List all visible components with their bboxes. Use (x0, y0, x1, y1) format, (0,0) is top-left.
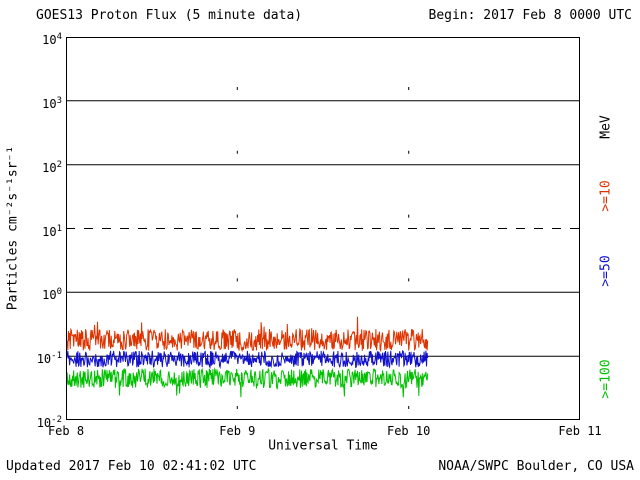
y-tick-label: 102 (42, 159, 62, 175)
begin-time-label: Begin: 2017 Feb 8 0000 UTC (428, 8, 633, 23)
y-tick-label: 10-2 (36, 415, 62, 430)
x-tick-label: Feb 9 (219, 424, 256, 438)
x-tick-label: Feb 11 (558, 424, 602, 438)
updated-timestamp: Updated 2017 Feb 10 02:41:02 UTC (6, 459, 257, 474)
right-label-100: >=100 (598, 359, 614, 399)
right-label-10: >=10 (598, 180, 614, 212)
plot-area (66, 37, 580, 420)
y-tick-label: 100 (42, 287, 62, 303)
y-tick-label: 10-1 (36, 351, 62, 367)
y-tick-label: 103 (42, 95, 62, 111)
chart-title: GOES13 Proton Flux (5 minute data) (36, 8, 303, 23)
y-tick-label: 101 (42, 223, 62, 239)
x-tick-label: Feb 10 (386, 424, 431, 438)
right-label-50: >=50 (598, 255, 614, 287)
y-tick-label: 104 (42, 32, 62, 47)
right-label-mev: MeV (598, 115, 614, 139)
source-credit: NOAA/SWPC Boulder, CO USA (438, 459, 634, 474)
x-tick-label: Feb 8 (47, 424, 85, 438)
x-axis-title: Universal Time (268, 438, 378, 454)
